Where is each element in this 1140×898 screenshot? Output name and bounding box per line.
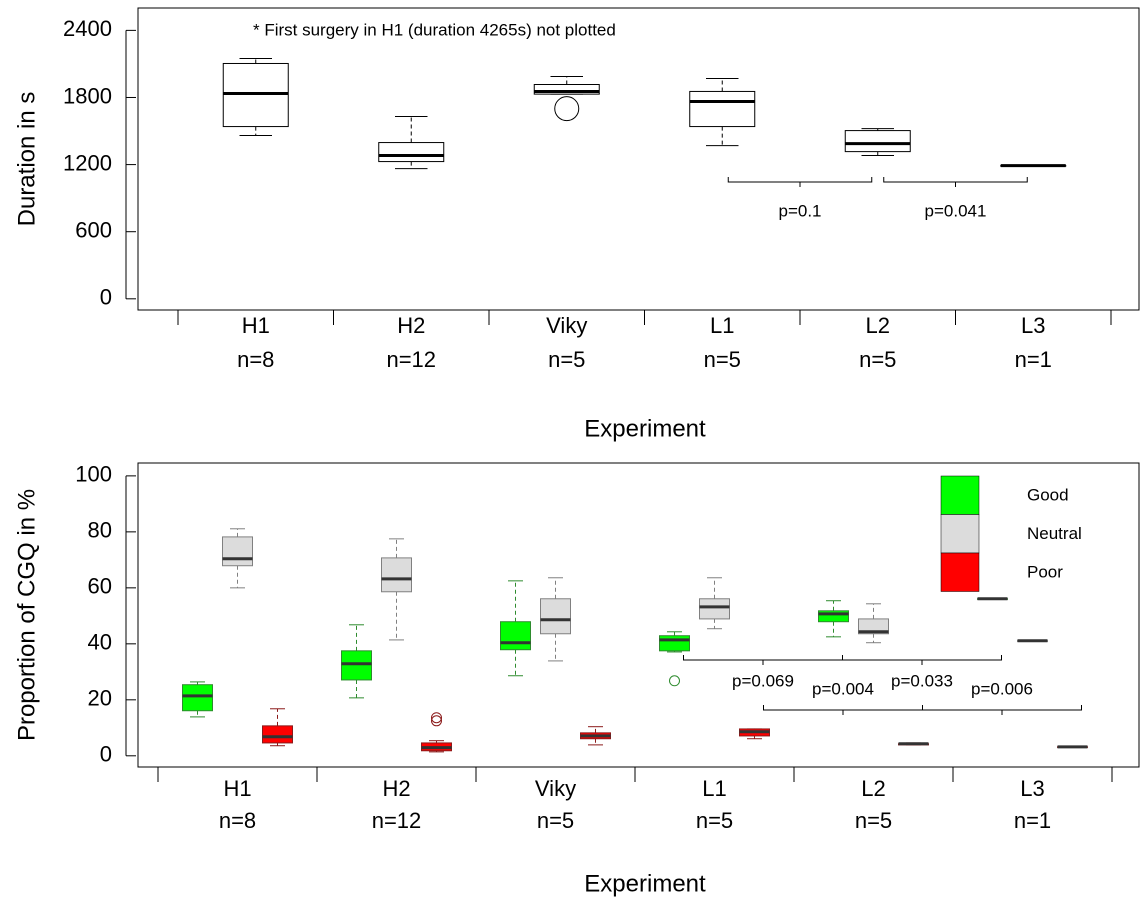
x-count-label: n=5	[855, 808, 892, 833]
x-count-label: n=8	[219, 808, 256, 833]
y-tick-label: 2400	[63, 16, 112, 41]
box	[341, 650, 372, 681]
y-tick-label: 80	[88, 518, 112, 543]
y-tick-label: 1800	[63, 83, 112, 108]
x-tick-label: L1	[710, 313, 734, 338]
box	[540, 598, 571, 635]
x-tick-label: L1	[702, 776, 726, 801]
legend-label: Poor	[1027, 562, 1063, 581]
box	[858, 618, 889, 635]
box	[222, 536, 253, 567]
footnote: * First surgery in H1 (duration 4265s) n…	[253, 20, 616, 39]
box	[500, 621, 531, 651]
outlier	[431, 715, 442, 727]
x-axis-title: Experiment	[584, 870, 706, 897]
box	[222, 62, 289, 128]
box	[844, 130, 911, 153]
y-tick-label: 60	[88, 574, 112, 599]
legend-swatch	[940, 514, 980, 554]
box	[699, 598, 730, 620]
y-axis-title: Proportion of CGQ in %	[13, 489, 40, 741]
x-tick-label: H1	[242, 313, 270, 338]
x-count-label: n=5	[696, 808, 733, 833]
plot-frame	[137, 7, 1140, 311]
box	[378, 142, 445, 163]
box	[533, 84, 600, 95]
plot-frame	[137, 462, 1140, 768]
p-value-label: p=0.041	[925, 201, 987, 220]
p-value-label: p=0.004	[812, 679, 874, 698]
outlier	[431, 712, 442, 724]
legend-swatch	[940, 475, 980, 515]
y-tick-label: 1200	[63, 150, 112, 175]
y-tick-label: 0	[100, 742, 112, 767]
p-value-label: p=0.069	[732, 671, 794, 690]
x-count-label: n=12	[386, 347, 436, 372]
y-tick-label: 0	[100, 285, 112, 310]
y-tick-label: 600	[75, 218, 112, 243]
p-value-label: p=0.033	[891, 671, 953, 690]
x-tick-label: H2	[382, 776, 410, 801]
x-tick-label: Viky	[535, 776, 576, 801]
x-count-label: n=5	[704, 347, 741, 372]
legend-label: Neutral	[1027, 524, 1082, 543]
significance-bracket	[683, 655, 843, 665]
significance-bracket	[922, 705, 1082, 715]
y-axis-title: Duration in s	[13, 92, 40, 227]
x-tick-label: L2	[866, 313, 890, 338]
p-value-label: p=0.006	[971, 679, 1033, 698]
legend-label: Good	[1027, 485, 1069, 504]
significance-bracket	[727, 177, 873, 187]
x-count-label: n=5	[537, 808, 574, 833]
x-tick-label: L3	[1021, 313, 1045, 338]
box	[659, 635, 690, 652]
x-tick-label: H2	[397, 313, 425, 338]
box	[818, 610, 849, 623]
box	[182, 684, 213, 712]
x-count-label: n=12	[372, 808, 422, 833]
x-count-label: n=5	[859, 347, 896, 372]
significance-bracket	[883, 177, 1028, 187]
x-count-label: n=5	[548, 347, 585, 372]
significance-bracket	[842, 655, 1002, 665]
x-tick-label: H1	[223, 776, 251, 801]
box	[689, 90, 756, 128]
x-tick-label: Viky	[546, 313, 587, 338]
x-count-label: n=1	[1015, 347, 1052, 372]
y-tick-label: 40	[88, 630, 112, 655]
y-tick-label: 100	[75, 462, 112, 487]
x-axis-title: Experiment	[584, 415, 706, 442]
outlier	[669, 675, 680, 687]
significance-bracket	[763, 705, 923, 715]
x-tick-label: L3	[1020, 776, 1044, 801]
p-value-label: p=0.1	[778, 201, 821, 220]
x-count-label: n=8	[237, 347, 274, 372]
legend-swatch	[940, 552, 980, 592]
box	[262, 725, 293, 744]
box	[381, 557, 412, 593]
outlier	[554, 96, 580, 122]
y-tick-label: 20	[88, 686, 112, 711]
x-tick-label: L2	[861, 776, 885, 801]
x-count-label: n=1	[1014, 808, 1051, 833]
